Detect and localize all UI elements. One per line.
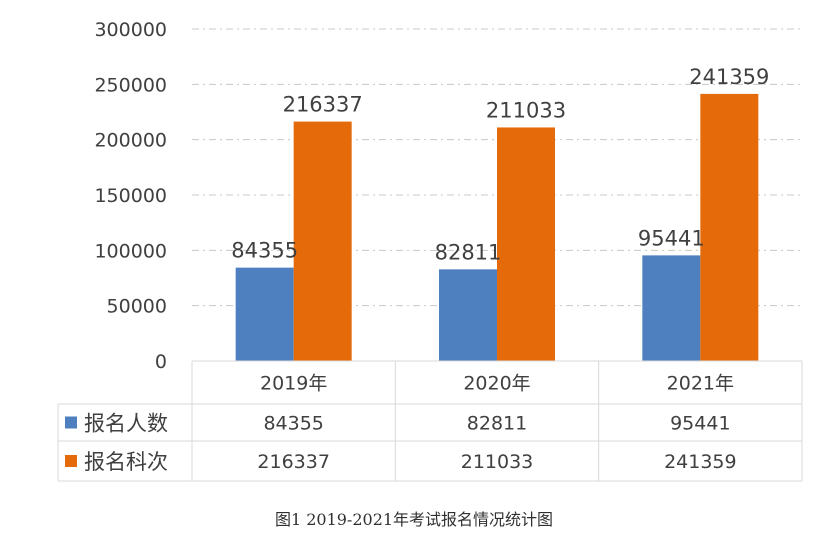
figure-caption: 图1 2019-2021年考试报名情况统计图 xyxy=(274,510,554,529)
bar xyxy=(293,121,352,361)
data-labels: 84355 216337 82811 211033 95441 241359 xyxy=(231,65,769,264)
legend-label: 报名人数 xyxy=(84,412,168,436)
legend-label: 报名科次 xyxy=(84,450,168,474)
y-tick-label: 0 xyxy=(155,351,167,373)
y-tick-label: 150000 xyxy=(94,185,167,207)
table-cell: 84355 xyxy=(263,413,323,435)
legend-key xyxy=(65,455,77,467)
y-tick-label: 300000 xyxy=(94,19,167,41)
data-label: 84355 xyxy=(231,239,298,263)
data-label: 82811 xyxy=(435,240,502,264)
bar xyxy=(642,255,701,361)
y-tick-label: 250000 xyxy=(94,74,167,96)
y-tick-label: 50000 xyxy=(107,296,167,318)
table-cell: 216337 xyxy=(257,451,330,473)
legend-key xyxy=(65,416,77,429)
y-axis: 0 50000 100000 150000 200000 250000 300000 xyxy=(94,19,167,373)
x-tick-label: 2021年 xyxy=(667,373,734,395)
table-cell: 82811 xyxy=(467,413,527,435)
y-tick-label: 100000 xyxy=(94,240,167,262)
data-label: 95441 xyxy=(638,226,705,250)
bar xyxy=(235,267,294,361)
x-tick-label: 2020年 xyxy=(463,373,530,395)
table-cell: 211033 xyxy=(461,451,534,473)
bar-chart: 0 50000 100000 150000 200000 250000 300000 843… xyxy=(57,19,803,482)
bar xyxy=(439,269,497,361)
y-tick-label: 200000 xyxy=(94,130,167,152)
table-cell: 95441 xyxy=(670,413,730,435)
x-tick-label: 2019年 xyxy=(260,373,327,395)
data-label: 216337 xyxy=(283,93,363,117)
table-cell: 241359 xyxy=(664,451,737,473)
bar xyxy=(700,93,759,361)
data-label: 211033 xyxy=(486,98,566,122)
bars xyxy=(235,93,759,361)
data-label: 241359 xyxy=(689,65,769,89)
bar xyxy=(497,127,555,361)
